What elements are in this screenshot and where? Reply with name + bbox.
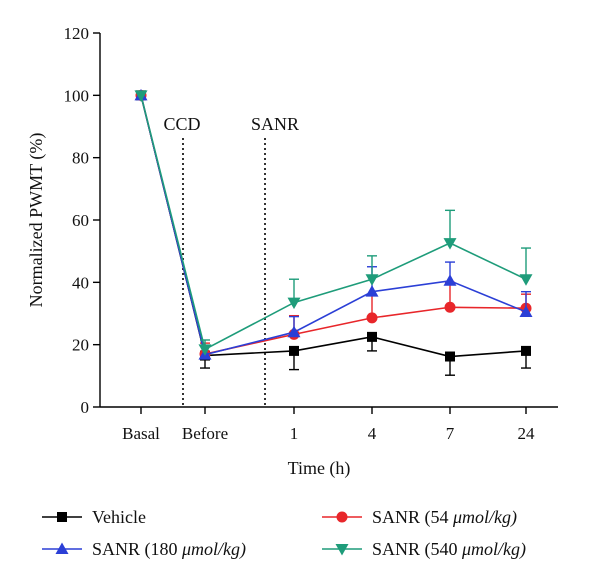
data-point [335,544,349,556]
y-tick-label: 20 [72,336,89,355]
series-line [140,95,527,356]
legend-label-main: SANR (180 [92,539,182,560]
x-tick-label: Before [182,424,228,443]
legend-entry: SANR (540 μmol/kg) [322,539,526,560]
data-point [289,345,299,356]
legend-entry: SANR (180 μmol/kg) [42,539,246,560]
x-axis-title: Time (h) [288,458,351,479]
y-tick-label: 40 [72,273,89,292]
y-tick-label: 80 [72,149,89,168]
series-3 [134,90,533,356]
legend-entry: SANR (54 μmol/kg) [322,507,517,528]
legend-label-unit: μmol/kg) [461,539,526,560]
x-tick-label: 1 [290,424,299,443]
x-tick-label: Basal [122,424,160,443]
data-point [521,345,531,356]
data-point [444,301,456,313]
data-point [336,511,348,523]
data-point [55,542,69,554]
legend-entry: Vehicle [42,507,146,527]
data-point [57,512,67,522]
y-tick-label: 120 [64,24,90,43]
annotation-label: SANR [251,114,299,134]
series-line [140,95,527,355]
x-tick-label: 24 [518,424,536,443]
data-point [365,285,379,297]
data-point [443,274,457,286]
data-point [443,238,457,250]
x-tick-label: 4 [368,424,377,443]
data-point [287,325,301,338]
annotation-label: CCD [163,114,200,134]
y-axis-title: Normalized PWMT (%) [26,133,47,308]
data-point [519,305,533,317]
series-layer [134,88,533,376]
legend-label-main: Vehicle [92,507,146,527]
legend-label: SANR (180 μmol/kg) [92,539,246,560]
data-point [287,297,301,310]
legend: Vehicle SANR (54 μmol/kg)SANR (180 μmol/k… [42,507,526,560]
legend-label-main: SANR (540 [372,539,462,560]
y-tick-label: 0 [81,398,90,417]
y-tick-label: 60 [72,211,89,230]
data-point [134,90,148,102]
data-point [366,312,378,324]
series-line [140,95,527,358]
legend-label: Vehicle [92,507,146,527]
legend-label-unit: μmol/kg) [452,507,517,528]
series-line [140,95,527,351]
data-point [198,344,212,356]
data-point [445,351,455,362]
x-tick-label: 7 [446,424,455,443]
axes: 0 20 40 60 80 100 120 Basal Before 1 4 7 24 Time (h) N… [26,24,558,479]
data-point [367,331,377,342]
legend-label-unit: μmol/kg) [181,539,246,560]
legend-label: SANR (540 μmol/kg) [372,539,526,560]
data-point [519,274,533,286]
legend-label: SANR (54 μmol/kg) [372,507,517,528]
data-point [365,274,379,286]
legend-label-main: SANR (54 [372,507,453,528]
y-tick-label: 100 [64,86,90,105]
annotations: CCD SANR [163,114,299,407]
